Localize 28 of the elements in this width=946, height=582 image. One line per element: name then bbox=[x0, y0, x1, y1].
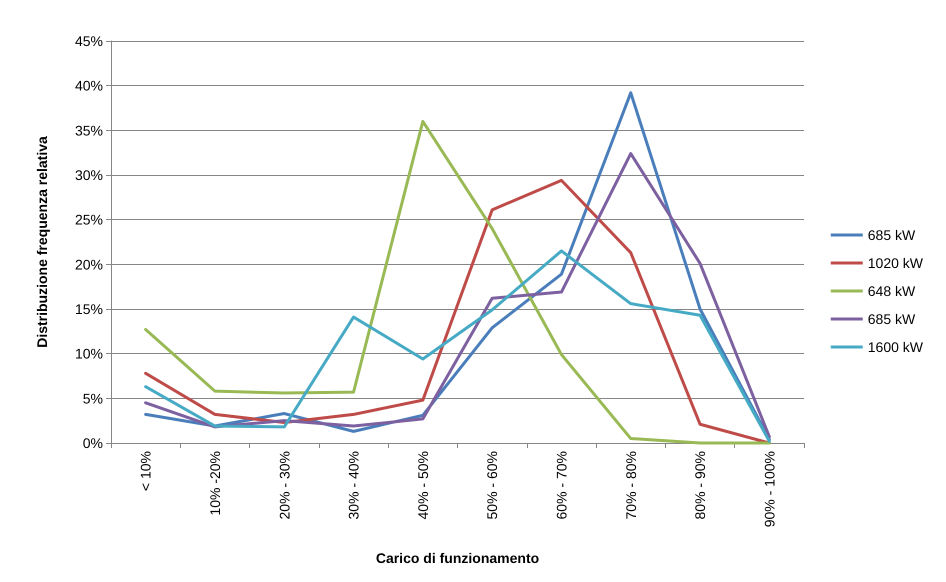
y-tick-label: 10% bbox=[74, 346, 103, 362]
y-tick-label: 5% bbox=[82, 390, 103, 406]
y-tick-label: 20% bbox=[74, 256, 103, 272]
x-tick-label: 20% - 30% bbox=[276, 451, 292, 520]
line-series bbox=[144, 249, 771, 443]
legend-label: 685 kW bbox=[868, 227, 916, 243]
legend-label: 1600 kW bbox=[868, 339, 924, 355]
y-tick-label: 30% bbox=[74, 167, 103, 183]
legend-label: 1020 kW bbox=[868, 255, 924, 271]
legend-label: 648 kW bbox=[868, 283, 916, 299]
x-tick-label: 50% - 60% bbox=[484, 451, 500, 520]
x-tick-label: < 10% bbox=[138, 451, 154, 492]
y-tick-label: 35% bbox=[74, 122, 103, 138]
x-tick-label: 10% -20% bbox=[206, 451, 223, 516]
x-tick-label: 30% - 40% bbox=[346, 451, 362, 520]
y-axis-title: Distribuzione frequenza relativa bbox=[34, 136, 50, 348]
x-tick-label: 70% - 80% bbox=[622, 451, 639, 520]
x-tick-label: 40% - 50% bbox=[414, 451, 431, 520]
y-tick-label: 25% bbox=[74, 212, 103, 228]
y-tick-label: 15% bbox=[74, 301, 103, 317]
x-tick-label: 60% - 70% bbox=[553, 451, 570, 520]
x-tick-label: 80% - 90% bbox=[692, 451, 708, 520]
x-axis-title: Carico di funzionamento bbox=[376, 550, 540, 566]
y-tick-label: 0% bbox=[82, 435, 103, 451]
legend-label: 685 kW bbox=[868, 311, 916, 327]
y-tick-label: 40% bbox=[74, 78, 103, 94]
x-tick-label: 90% - 100% bbox=[761, 451, 778, 528]
y-tick-label: 45% bbox=[74, 33, 103, 49]
